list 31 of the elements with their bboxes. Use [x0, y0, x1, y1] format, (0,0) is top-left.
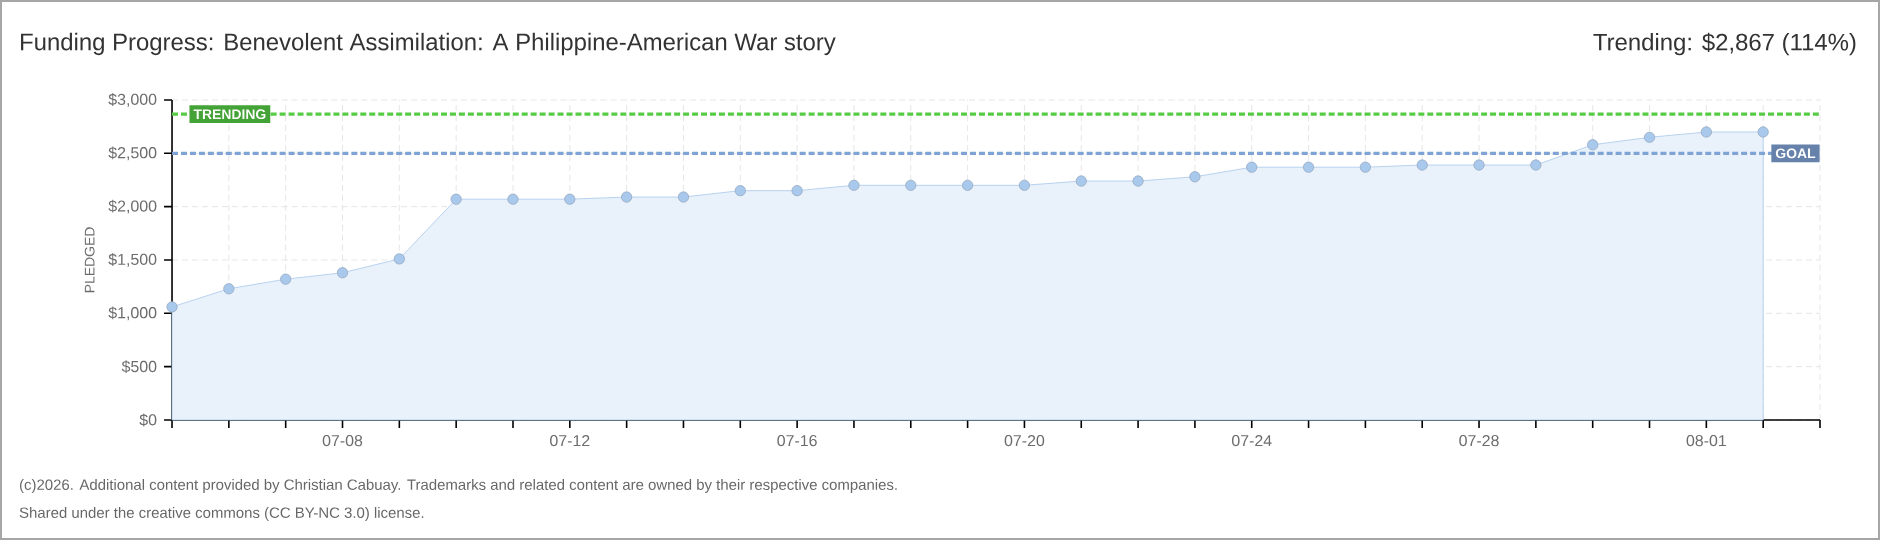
point [223, 283, 235, 295]
point [1587, 139, 1599, 151]
point [393, 253, 405, 265]
point [734, 185, 746, 197]
point [1700, 126, 1712, 138]
point [848, 179, 860, 191]
point [1473, 159, 1485, 171]
point [962, 179, 974, 191]
point [791, 185, 803, 197]
point [1757, 126, 1769, 138]
chart-title: Funding Progress: Benevolent Assimilation: A Philippine-American War story [21, 32, 836, 56]
point [507, 193, 519, 205]
point [336, 267, 349, 279]
point [450, 193, 462, 205]
point [1302, 161, 1315, 173]
point [1075, 175, 1087, 187]
point [564, 193, 576, 205]
point [1132, 175, 1144, 187]
chart-subtitle: Trending: $2,867 (114%) [1593, 32, 1856, 56]
point [1643, 131, 1656, 143]
point [1359, 161, 1371, 173]
point [280, 273, 292, 285]
point [1246, 161, 1258, 173]
point [677, 191, 690, 203]
point [905, 179, 917, 191]
point [1189, 171, 1201, 183]
point [166, 301, 178, 313]
point [1416, 159, 1428, 171]
point [621, 191, 633, 203]
point [1530, 159, 1542, 171]
point [1018, 179, 1031, 191]
